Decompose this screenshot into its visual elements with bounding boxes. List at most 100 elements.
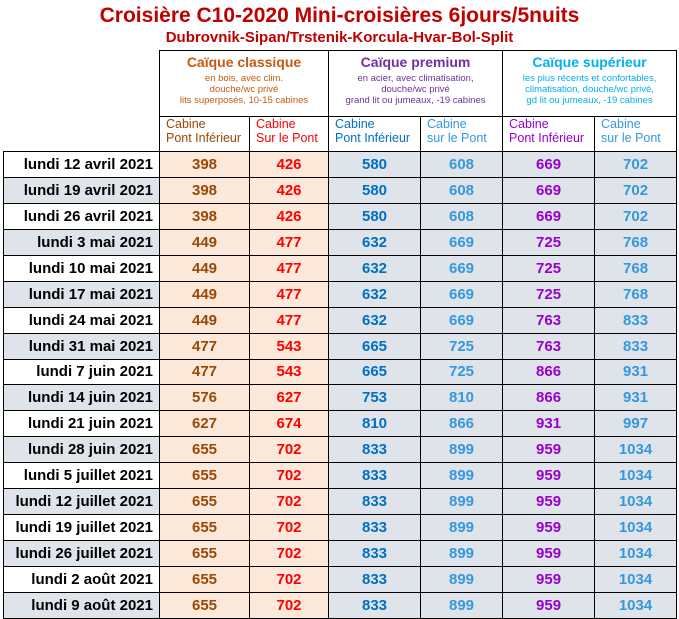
price-cell: 702 [594, 202, 678, 230]
date-cell: lundi 17 mai 2021 [3, 280, 160, 308]
date-cell: lundi 31 mai 2021 [3, 332, 160, 360]
price-cell: 959 [502, 436, 596, 464]
price-cell: 725 [420, 332, 504, 360]
table-row: lundi 12 juillet 2021 655 702 833 899 959 1034 [3, 488, 678, 516]
price-cell: 931 [502, 410, 596, 438]
price-cell: 477 [248, 280, 330, 308]
price-cell: 959 [502, 462, 596, 490]
price-cell: 833 [328, 462, 422, 490]
cabin-header: Cabine Pont Inférieur [159, 116, 250, 152]
table-row: lundi 21 juin 2021 627 674 810 866 931 997 [3, 410, 678, 438]
price-cell: 477 [248, 254, 330, 282]
price-cell: 833 [594, 332, 678, 360]
table-row: lundi 28 juin 2021 655 702 833 899 959 1034 [3, 436, 678, 464]
price-cell: 866 [502, 358, 596, 386]
cabin-header: Cabine sur le Pont [420, 116, 504, 152]
price-cell: 655 [159, 462, 250, 490]
cabin-header: Cabine Sur le Pont [248, 116, 330, 152]
table-row: lundi 9 août 2021 655 702 833 899 959 1034 [3, 591, 678, 619]
category-header-premium: Caïque premium en acier, avec climatisat… [328, 50, 504, 117]
price-cell: 669 [420, 228, 504, 256]
price-cell: 543 [248, 358, 330, 386]
price-cell: 1034 [594, 462, 678, 490]
price-cell: 959 [502, 566, 596, 593]
table-row: lundi 14 juin 2021 576 627 753 810 866 931 [3, 384, 678, 412]
price-cell: 702 [594, 151, 678, 178]
price-cell: 632 [328, 280, 422, 308]
cabin-header: Cabine Pont Inférieur [502, 116, 596, 152]
corner-blank [4, 117, 160, 152]
price-cell: 702 [594, 176, 678, 204]
price-cell: 669 [502, 202, 596, 230]
category-name: Caïque supérieur [532, 54, 647, 70]
price-cell: 477 [159, 332, 250, 360]
price-cell: 655 [159, 566, 250, 593]
date-cell: lundi 26 avril 2021 [3, 202, 160, 230]
price-cell: 899 [420, 514, 504, 542]
table-row: lundi 19 avril 2021 398 426 580 608 669 702 [3, 176, 678, 204]
price-cell: 833 [594, 306, 678, 334]
price-cell: 725 [502, 254, 596, 282]
date-cell: lundi 21 juin 2021 [3, 410, 160, 438]
price-cell: 810 [420, 384, 504, 412]
category-header-superieur: Caïque supérieur les plus récents et con… [502, 50, 678, 117]
table-row: lundi 7 juin 2021 477 543 665 725 866 931 [3, 358, 678, 386]
price-cell: 632 [328, 228, 422, 256]
price-cell: 866 [420, 410, 504, 438]
price-cell: 763 [502, 332, 596, 360]
price-cell: 768 [594, 254, 678, 282]
price-cell: 665 [328, 332, 422, 360]
price-cell: 580 [328, 151, 422, 178]
table-row: lundi 3 mai 2021 449 477 632 669 725 768 [3, 228, 678, 256]
price-cell: 959 [502, 514, 596, 542]
price-cell: 997 [594, 410, 678, 438]
corner-blank [4, 51, 160, 117]
price-cell: 580 [328, 176, 422, 204]
date-cell: lundi 28 juin 2021 [3, 436, 160, 464]
price-cell: 477 [159, 358, 250, 386]
price-cell: 725 [502, 228, 596, 256]
category-desc: en acier, avec climatisation, douche/wc p… [345, 73, 486, 106]
price-cell: 576 [159, 384, 250, 412]
table-row: lundi 26 avril 2021 398 426 580 608 669 702 [3, 202, 678, 230]
price-cell: 899 [420, 566, 504, 593]
table-row: lundi 2 août 2021 655 702 833 899 959 1034 [3, 566, 678, 593]
price-cell: 449 [159, 306, 250, 334]
price-cell: 702 [248, 436, 330, 464]
price-cell: 899 [420, 591, 504, 619]
price-cell: 702 [248, 462, 330, 490]
price-cell: 398 [159, 176, 250, 204]
date-cell: lundi 10 mai 2021 [3, 254, 160, 282]
price-cell: 669 [502, 151, 596, 178]
price-cell: 959 [502, 488, 596, 516]
price-cell: 655 [159, 436, 250, 464]
price-cell: 398 [159, 202, 250, 230]
page-subtitle: Dubrovnik-Sipan/Trstenik-Korcula-Hvar-Bo… [165, 29, 514, 46]
price-cell: 449 [159, 254, 250, 282]
price-cell: 833 [328, 436, 422, 464]
price-cell: 669 [420, 254, 504, 282]
price-cell: 702 [248, 488, 330, 516]
price-cell: 833 [328, 540, 422, 567]
price-cell: 665 [328, 358, 422, 386]
price-cell: 426 [248, 202, 330, 230]
price-cell: 608 [420, 151, 504, 178]
price-cell: 426 [248, 151, 330, 178]
price-cell: 669 [420, 306, 504, 334]
price-cell: 833 [328, 514, 422, 542]
price-cell: 753 [328, 384, 422, 412]
price-cell: 669 [502, 176, 596, 204]
table-row: lundi 26 juillet 2021 655 702 833 899 959 1034 [3, 540, 678, 567]
price-cell: 477 [248, 228, 330, 256]
price-cell: 674 [248, 410, 330, 438]
price-cell: 449 [159, 228, 250, 256]
category-desc: les plus récents et confortables, climati… [522, 73, 657, 106]
price-cell: 702 [248, 514, 330, 542]
price-cell: 426 [248, 176, 330, 204]
date-cell: lundi 12 avril 2021 [3, 151, 160, 178]
price-cell: 655 [159, 514, 250, 542]
price-cell: 833 [328, 591, 422, 619]
cabin-header: Cabine sur le Pont [594, 116, 678, 152]
price-cell: 899 [420, 462, 504, 490]
date-cell: lundi 24 mai 2021 [3, 306, 160, 334]
